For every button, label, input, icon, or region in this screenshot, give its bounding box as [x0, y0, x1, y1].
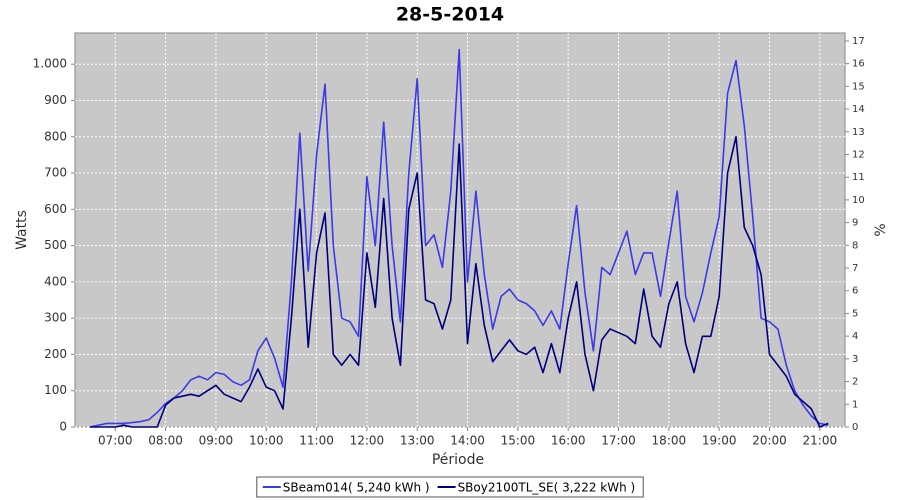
y-tick-label: 1.000	[33, 57, 67, 71]
y2-tick-label: 10	[852, 195, 865, 206]
y-tick-label: 500	[44, 238, 67, 252]
y-tick-label: 100	[44, 383, 67, 397]
y-tick-label: 300	[44, 311, 67, 325]
legend-label: SBeam014( 5,240 kWh )	[283, 481, 430, 495]
x-axis-label: Période	[432, 452, 484, 468]
y2-tick-label: 3	[852, 354, 858, 365]
x-tick-label: 16:00	[551, 434, 586, 448]
series-line	[90, 136, 829, 428]
y-tick-label: 200	[44, 347, 67, 361]
x-tick-label: 11:00	[299, 434, 334, 448]
chart-title: 28-5-2014	[396, 4, 504, 26]
y2-tick-label: 9	[852, 218, 858, 229]
y2-tick-label: 12	[852, 149, 865, 160]
x-tick-label: 14:00	[450, 434, 485, 448]
y2-tick-label: 4	[852, 331, 858, 342]
y2-tick-label: 17	[852, 36, 865, 47]
x-tick-label: 20:00	[752, 434, 787, 448]
y-tick-label: 400	[44, 274, 67, 288]
x-tick-label: 08:00	[148, 434, 183, 448]
y-axis-label: Watts	[14, 210, 30, 250]
x-tick-label: 18:00	[652, 434, 687, 448]
x-tick-label: 15:00	[501, 434, 536, 448]
y-tick-label: 0	[59, 420, 67, 434]
y-tick-label: 900	[44, 93, 67, 107]
y2-tick-label: 6	[852, 286, 858, 297]
x-tick-label: 13:00	[400, 434, 435, 448]
y2-tick-label: 1	[852, 399, 858, 410]
y-tick-label: 700	[44, 166, 67, 180]
y-tick-label: 800	[44, 129, 67, 143]
x-tick-label: 21:00	[803, 434, 838, 448]
y2-tick-label: 8	[852, 240, 858, 251]
y2-tick-label: 0	[852, 422, 858, 433]
y2-axis-label: %	[873, 223, 889, 236]
x-tick-label: 10:00	[249, 434, 284, 448]
y-tick-label: 600	[44, 202, 67, 216]
y2-tick-label: 7	[852, 263, 858, 274]
y2-tick-label: 16	[852, 59, 865, 70]
y2-tick-label: 13	[852, 127, 865, 138]
y2-tick-label: 5	[852, 308, 858, 319]
x-tick-label: 07:00	[98, 434, 133, 448]
y2-tick-label: 14	[852, 104, 865, 115]
x-tick-label: 09:00	[199, 434, 234, 448]
y2-tick-label: 11	[852, 172, 865, 183]
x-tick-label: 17:00	[601, 434, 636, 448]
series-line	[89, 48, 829, 428]
legend: SBeam014( 5,240 kWh ) SBoy2100TL_SE( 3,22…	[256, 476, 644, 498]
legend-label: SBoy2100TL_SE( 3,222 kWh )	[458, 481, 636, 495]
x-tick-label: 12:00	[350, 434, 385, 448]
y2-tick-label: 2	[852, 377, 858, 388]
x-tick-label: 19:00	[702, 434, 737, 448]
y2-tick-label: 15	[852, 81, 865, 92]
